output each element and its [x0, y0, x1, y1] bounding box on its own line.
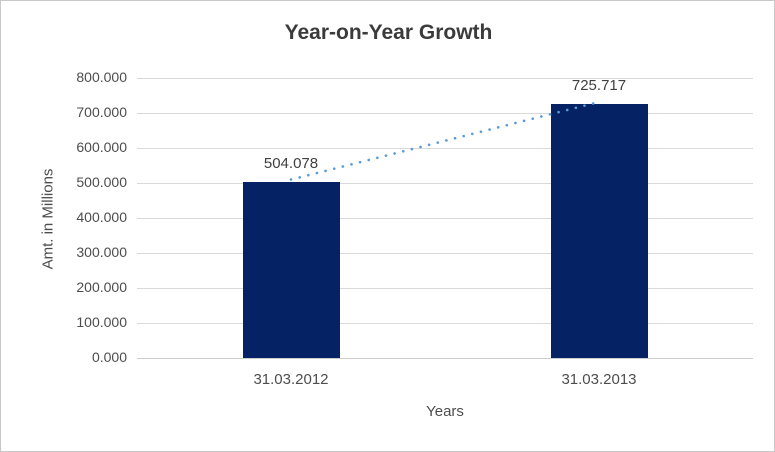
bar-31.03.2013	[550, 104, 648, 358]
y-tick-label: 600.000	[76, 139, 127, 155]
gridline	[137, 147, 753, 149]
gridline	[137, 252, 753, 254]
y-tick-label: 200.000	[76, 279, 127, 295]
y-tick-label: 800.000	[76, 69, 127, 85]
gridline	[137, 77, 753, 79]
x-tick-label: 31.03.2013	[561, 371, 637, 388]
y-tick-label: 700.000	[76, 104, 127, 120]
data-label: 504.078	[263, 154, 319, 172]
data-label: 725.717	[571, 76, 627, 94]
x-axis-title: Years	[426, 403, 464, 420]
y-tick-label: 100.000	[76, 314, 127, 330]
gridline	[137, 112, 753, 114]
bar-31.03.2012	[242, 181, 340, 358]
gridline	[137, 287, 753, 289]
gridline	[137, 182, 753, 184]
gridline	[137, 217, 753, 219]
x-axis-line	[137, 357, 753, 359]
y-tick-label: 500.000	[76, 174, 127, 190]
plot-area	[137, 77, 753, 359]
y-tick-label: 400.000	[76, 209, 127, 225]
chart-title: Year-on-Year Growth	[284, 21, 493, 44]
y-tick-label: 0.000	[91, 349, 127, 365]
y-tick-label: 300.000	[76, 244, 127, 260]
gridline	[137, 322, 753, 324]
x-tick-label: 31.03.2012	[253, 371, 329, 388]
